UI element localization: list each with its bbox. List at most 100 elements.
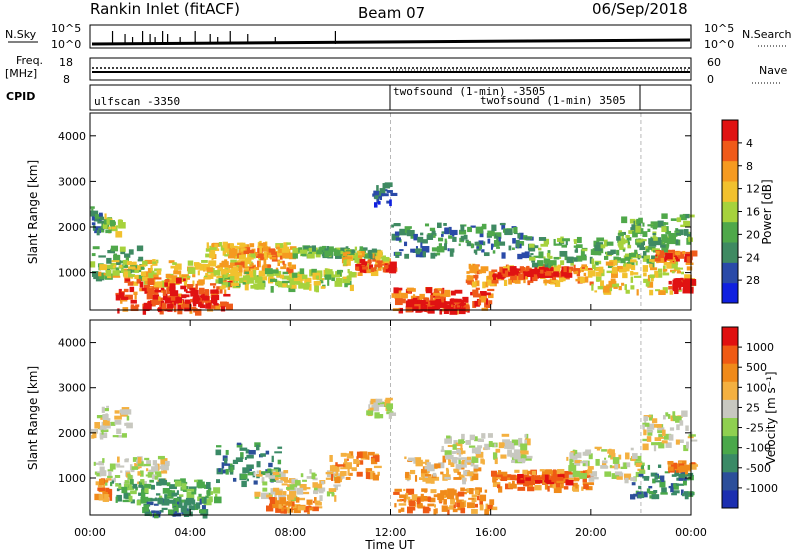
data-cell: [450, 290, 456, 296]
data-cell: [105, 478, 112, 481]
data-cell: [326, 271, 334, 278]
data-cell: [659, 475, 665, 482]
data-cell: [491, 269, 498, 273]
colorbar-swatch: [722, 262, 738, 284]
data-cell: [91, 253, 96, 257]
data-cell: [398, 509, 402, 513]
data-cell: [229, 471, 234, 475]
data-cell: [504, 445, 512, 449]
data-cell: [648, 263, 653, 268]
data-cell: [283, 263, 287, 267]
data-cell: [368, 470, 375, 478]
data-cell: [317, 249, 322, 252]
data-cell: [256, 474, 263, 477]
data-cell: [260, 471, 269, 476]
data-cell: [136, 278, 142, 284]
data-cell: [245, 244, 250, 250]
data-cell: [293, 508, 301, 514]
data-cell: [255, 444, 260, 451]
data-cell: [548, 255, 553, 259]
data-cell: [102, 414, 109, 420]
data-cell: [357, 272, 363, 276]
data-cell: [394, 503, 397, 508]
data-cell: [511, 247, 515, 250]
data-cell: [505, 477, 512, 481]
data-cell: [223, 274, 228, 279]
data-cell: [260, 492, 269, 500]
data-cell: [406, 229, 415, 237]
data-cell: [492, 475, 497, 483]
data-cell: [159, 509, 164, 513]
data-cell: [91, 222, 96, 226]
data-cell: [106, 217, 112, 224]
data-cell: [512, 475, 520, 479]
data-cell: [479, 295, 487, 300]
data-cell: [456, 499, 464, 504]
data-cell: [531, 262, 539, 268]
data-cell: [685, 464, 691, 471]
data-cell: [420, 470, 429, 477]
data-cell: [175, 277, 182, 284]
data-cell: [642, 422, 650, 427]
data-cell: [473, 467, 482, 472]
data-cell: [211, 243, 218, 250]
data-cell: [377, 402, 380, 405]
data-cell: [184, 499, 190, 505]
data-cell: [294, 480, 301, 486]
data-cell: [130, 305, 139, 312]
colorbar-swatch: [722, 381, 738, 400]
data-cell: [484, 489, 488, 493]
data-cell: [281, 275, 290, 280]
data-cell: [553, 271, 559, 277]
data-cell: [256, 461, 261, 468]
data-cell: [224, 463, 231, 466]
data-cell: [231, 282, 240, 287]
data-cell: [115, 483, 119, 487]
data-cell: [327, 279, 330, 286]
data-cell: [554, 243, 563, 246]
data-cell: [647, 281, 654, 288]
data-cell: [433, 290, 440, 293]
data-cell: [329, 465, 335, 472]
data-cell: [437, 493, 445, 501]
data-cell: [684, 468, 688, 475]
data-cell: [374, 455, 380, 462]
data-cell: [635, 225, 641, 233]
data-cell: [274, 451, 282, 454]
data-cell: [398, 307, 404, 314]
data-cell: [315, 252, 321, 258]
data-cell: [168, 260, 175, 264]
data-cell: [552, 474, 561, 478]
data-cell: [174, 511, 177, 515]
data-cell: [657, 428, 664, 434]
data-cell: [511, 439, 519, 446]
data-cell: [122, 307, 129, 312]
colorbar-swatch: [722, 160, 738, 182]
data-cell: [404, 253, 410, 259]
data-cell: [292, 504, 301, 509]
data-cell: [564, 272, 573, 278]
x-tick-label: 00:00: [675, 526, 707, 539]
data-cell: [441, 231, 446, 234]
data-cell: [447, 509, 450, 516]
data-cell: [683, 445, 689, 452]
data-cell: [481, 307, 489, 311]
data-cell: [282, 271, 289, 275]
data-cell: [494, 457, 498, 465]
data-cell: [438, 237, 444, 242]
data-cell: [663, 222, 669, 225]
data-cell: [420, 468, 427, 474]
data-cell: [572, 482, 578, 489]
data-cell: [538, 237, 547, 241]
data-cell: [334, 280, 343, 287]
data-cell: [648, 490, 657, 495]
data-cell: [450, 305, 454, 309]
data-cell: [173, 497, 180, 504]
power-colorbar-label: Power [dB]: [760, 179, 774, 244]
data-cell: [508, 245, 512, 251]
data-cell: [409, 500, 416, 507]
data-cell: [477, 299, 482, 306]
data-cell: [467, 502, 475, 509]
data-cell: [468, 445, 476, 448]
data-cell: [680, 282, 684, 287]
